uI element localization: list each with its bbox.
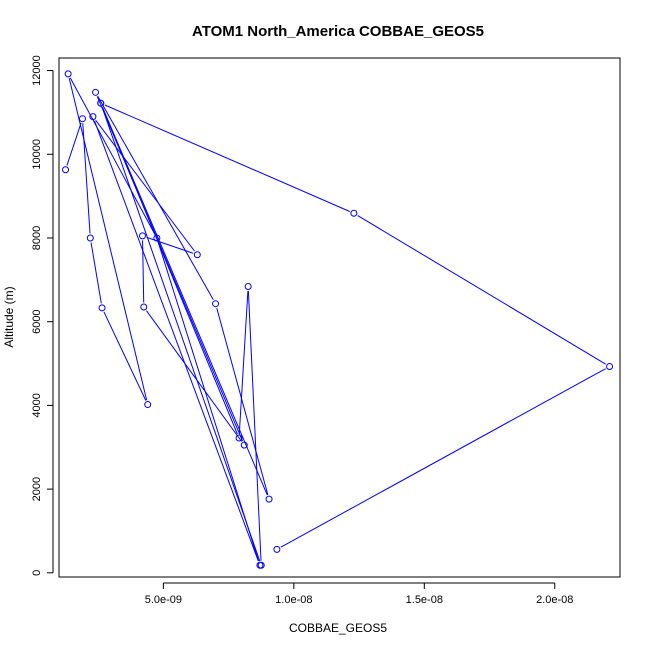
- data-point: [144, 401, 152, 409]
- data-point: [273, 545, 281, 553]
- x-tick-label: 1.5e-08: [406, 594, 443, 606]
- series-segment: [101, 107, 261, 562]
- y-tick-label: 6000: [31, 309, 43, 333]
- series-segment: [90, 242, 102, 304]
- x-axis: 5.0e-09 1.0e-08 1.5e-08 2.0e-08: [145, 582, 573, 606]
- data-point: [138, 232, 146, 240]
- x-tick-label: 2.0e-08: [536, 594, 573, 606]
- series-segment: [146, 310, 243, 442]
- data-point: [606, 362, 614, 370]
- y-tick-label: 12000: [31, 55, 43, 86]
- data-point: [212, 300, 220, 308]
- data-point: [140, 303, 148, 311]
- data-point: [244, 283, 252, 291]
- series-segment: [66, 122, 82, 166]
- series-segment: [68, 78, 148, 401]
- series-segment: [216, 307, 269, 495]
- data-point: [257, 561, 265, 569]
- plot-frame: [58, 57, 621, 578]
- series-segment: [94, 120, 259, 562]
- series-segment: [102, 107, 268, 496]
- series-segment: [103, 311, 147, 401]
- series-segment: [238, 290, 249, 434]
- data-point: [62, 166, 70, 174]
- series-segment: [247, 290, 262, 561]
- series-segment: [69, 77, 156, 235]
- x-axis-label: COBBAE_GEOS5: [289, 621, 387, 635]
- data-point: [265, 495, 273, 503]
- y-tick-label: 0: [31, 570, 43, 576]
- data-point: [240, 441, 248, 449]
- series-segment: [142, 240, 145, 303]
- y-axis: 0 2000 4000 6000 8000 10000 12000: [31, 55, 54, 576]
- y-tick-label: 10000: [31, 139, 43, 170]
- data-point: [92, 88, 100, 96]
- y-axis-label: Altitude (m): [2, 286, 16, 347]
- y-tick-label: 4000: [31, 393, 43, 417]
- data-point: [98, 304, 106, 312]
- data-point: [193, 251, 201, 259]
- data-point: [97, 99, 105, 107]
- data-point: [350, 209, 358, 217]
- data-point: [78, 115, 86, 123]
- chart-title: ATOM1 North_America COBBAE_GEOS5: [192, 23, 484, 40]
- data-point: [153, 234, 161, 242]
- y-tick-label: 8000: [31, 226, 43, 250]
- data-point: [86, 234, 94, 242]
- x-tick-label: 1.0e-08: [275, 594, 312, 606]
- data-point: [235, 434, 243, 442]
- series-segment: [157, 242, 260, 562]
- series-layer: [62, 70, 614, 569]
- x-tick-label: 5.0e-09: [145, 594, 182, 606]
- series-segment: [95, 119, 195, 252]
- data-point: [89, 113, 97, 121]
- series-segment: [102, 107, 238, 435]
- series-segment: [97, 95, 214, 301]
- y-tick-label: 2000: [31, 477, 43, 501]
- series-segment: [357, 215, 606, 365]
- series-segment: [104, 104, 350, 212]
- data-point: [64, 70, 72, 78]
- series-segment: [280, 368, 606, 548]
